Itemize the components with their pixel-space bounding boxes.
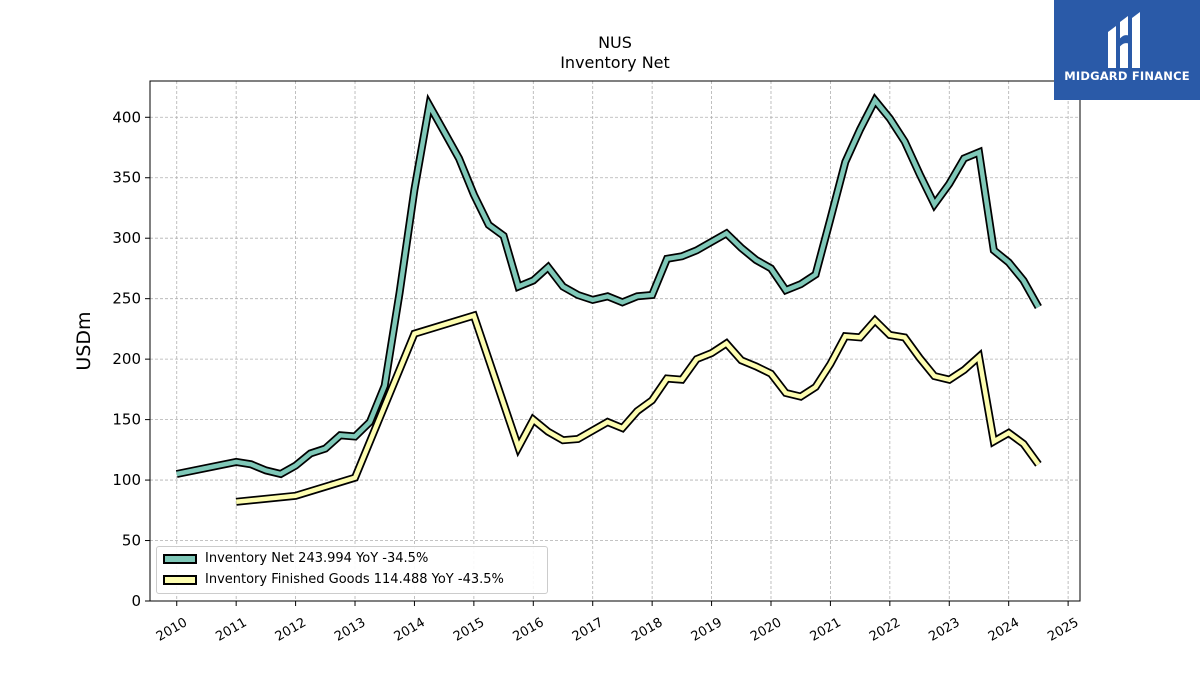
x-tick-label: 2017 <box>570 615 606 645</box>
legend-item-inventory-finished-goods: Inventory Finished Goods 114.488 YoY -43… <box>163 572 504 588</box>
y-tick-label: 400 <box>112 108 141 126</box>
x-tick-label: 2018 <box>629 615 665 645</box>
y-tick-label: 50 <box>122 532 141 550</box>
y-tick-label: 300 <box>112 229 141 247</box>
x-tick-label: 2025 <box>1045 615 1081 645</box>
y-tick-label: 250 <box>112 290 141 308</box>
logo-text: MIDGARD FINANCE <box>1064 69 1190 83</box>
logo-mark-icon <box>1108 12 1140 68</box>
legend-label-inventory-finished-goods: Inventory Finished Goods 114.488 YoY -43… <box>205 572 504 587</box>
y-tick-label: 200 <box>112 350 141 368</box>
x-tick-label: 2014 <box>392 615 428 645</box>
legend: Inventory Net 243.994 YoY -34.5% Invento… <box>156 546 548 594</box>
legend-swatch-inventory-finished-goods <box>163 574 197 585</box>
y-tick-label: 350 <box>112 169 141 187</box>
x-tick-label: 2024 <box>986 615 1022 645</box>
y-tick-label: 100 <box>112 471 141 489</box>
series-line-inventory-finished-goods <box>235 312 1041 505</box>
y-tick-label: 150 <box>112 411 141 429</box>
x-tick-label: 2011 <box>213 615 249 645</box>
series-layer <box>175 93 1042 506</box>
legend-label-inventory-net: Inventory Net 243.994 YoY -34.5% <box>205 551 429 566</box>
x-tick-label: 2013 <box>332 615 368 645</box>
x-tick-label: 2012 <box>273 615 309 645</box>
chart-subtitle: Inventory Net <box>560 53 670 72</box>
x-tick-label: 2020 <box>748 615 784 645</box>
grid <box>150 81 1080 602</box>
x-tick-label: 2010 <box>154 615 190 645</box>
legend-item-inventory-net: Inventory Net 243.994 YoY -34.5% <box>163 551 428 567</box>
chart-title: NUS <box>598 33 632 52</box>
x-tick-label: 2015 <box>451 615 487 645</box>
series-line-inventory-net <box>176 96 1041 477</box>
plot-frame <box>149 80 1081 602</box>
x-tick-label: 2023 <box>926 615 962 645</box>
brand-logo: MIDGARD FINANCE <box>1054 0 1200 100</box>
x-tick-label: 2021 <box>808 615 844 645</box>
legend-swatch-inventory-net <box>163 553 197 564</box>
x-tick-label: 2019 <box>689 615 725 645</box>
y-axis-label: USDm <box>73 311 95 370</box>
x-tick-label: 2022 <box>867 615 903 645</box>
y-tick-label: 0 <box>131 592 141 610</box>
x-tick-label: 2016 <box>510 615 546 645</box>
